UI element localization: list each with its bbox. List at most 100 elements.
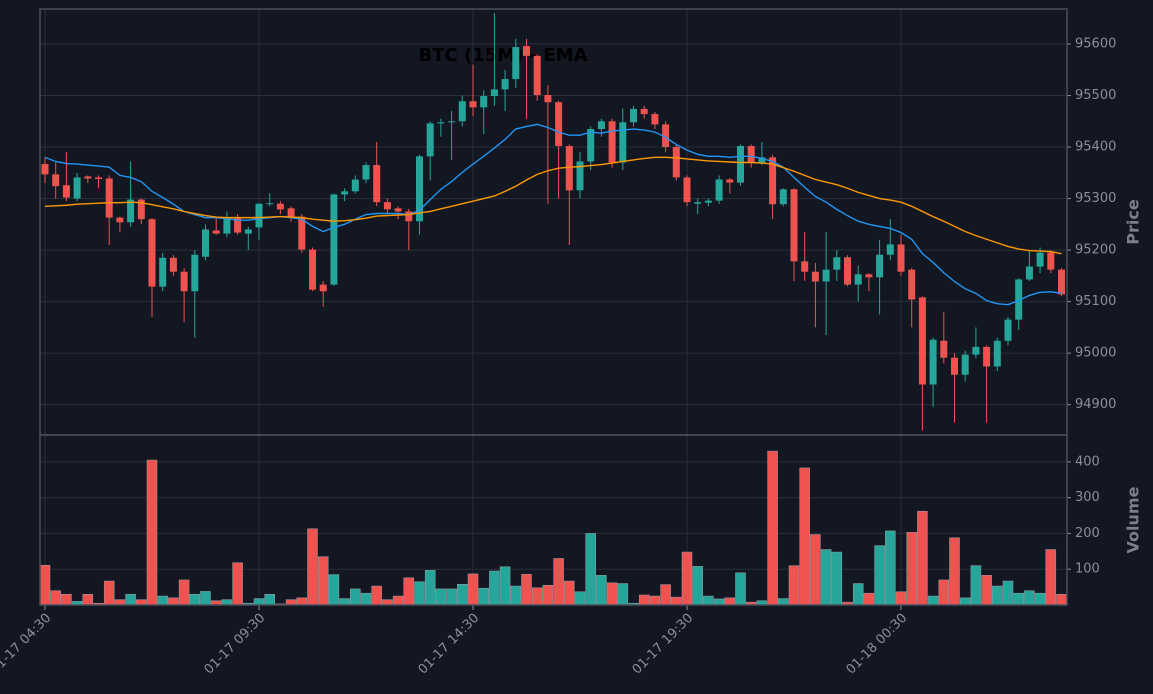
chart-title: BTC (15M) - EMA — [418, 45, 587, 66]
volume-bar — [917, 510, 928, 606]
volume-bar — [992, 585, 1003, 606]
volume-bar — [168, 597, 179, 606]
candle-body — [961, 354, 969, 375]
candle-body — [73, 177, 81, 199]
volume-bar — [114, 599, 126, 606]
candle-body — [234, 217, 242, 233]
volume-frame — [39, 434, 1068, 606]
volume-bar — [189, 594, 201, 606]
candle-body — [405, 211, 413, 222]
candle-body — [480, 96, 488, 108]
candle-body — [555, 102, 563, 147]
candle-body — [287, 208, 295, 217]
y-tick-label: 95600 — [1075, 37, 1116, 52]
candle-body — [983, 346, 991, 367]
volume-bar — [906, 532, 917, 606]
candle-body — [137, 199, 145, 220]
candle-body — [1025, 266, 1033, 280]
volume-bar — [521, 573, 532, 606]
candle-body — [437, 122, 445, 124]
volume-bar — [970, 565, 982, 606]
candle-body — [651, 114, 659, 125]
volume-bar — [350, 588, 361, 606]
candle-body — [212, 230, 220, 234]
candle-body — [373, 165, 381, 203]
candle-body — [330, 194, 338, 285]
candle-body — [790, 189, 798, 262]
candle-body — [929, 339, 937, 385]
volume-bar — [852, 583, 864, 606]
candle-body — [341, 191, 349, 195]
candle-body — [747, 146, 755, 163]
candle-body — [908, 269, 916, 300]
y-tick-label: 100 — [1075, 562, 1100, 577]
volume-bar — [981, 575, 992, 606]
candle-body — [833, 257, 841, 270]
volume-bar — [810, 534, 821, 606]
candle-body — [533, 55, 541, 96]
candle-body — [1036, 252, 1044, 267]
candle-body — [298, 216, 306, 250]
candle-body — [662, 124, 670, 148]
candle-body — [490, 89, 498, 97]
y-axis-label: Volume — [1124, 486, 1143, 553]
volume-bar — [724, 597, 736, 606]
volume-bar — [499, 566, 511, 606]
volume-bar — [61, 594, 72, 606]
volume-bar — [692, 566, 703, 606]
volume-bar — [382, 599, 393, 606]
candle-body — [362, 165, 370, 180]
volume-bar — [446, 588, 457, 606]
volume-bar — [339, 598, 350, 606]
volume-bar — [1045, 549, 1057, 606]
volume-bar — [424, 570, 436, 606]
y-tick-label: 200 — [1075, 526, 1100, 541]
volume-bar — [285, 599, 297, 606]
volume-bar — [799, 467, 810, 606]
candle-body — [544, 95, 552, 103]
candle-body — [608, 121, 616, 163]
volume-bar — [660, 584, 671, 606]
y-tick-label: 400 — [1075, 454, 1100, 469]
ema-line — [44, 156, 1062, 255]
candle-body — [458, 101, 466, 122]
candle-body — [223, 219, 231, 234]
volume-bar — [178, 579, 190, 606]
volume-bar — [467, 573, 479, 606]
candle-body — [276, 203, 284, 210]
candle-body — [704, 200, 712, 203]
volume-bar — [778, 598, 789, 606]
y-tick-label: 95400 — [1075, 140, 1116, 155]
candle-body — [105, 178, 113, 218]
volume-bar — [221, 599, 233, 606]
candle-body — [854, 274, 862, 285]
y-tick-label: 95300 — [1075, 191, 1116, 206]
volume-bar — [959, 597, 971, 606]
candle-body — [597, 121, 605, 130]
candle-body — [769, 157, 777, 205]
volume-bar — [1034, 592, 1046, 606]
candle-body — [737, 146, 744, 183]
candle-body — [84, 176, 92, 179]
candle-body — [426, 123, 434, 157]
candle-body — [801, 261, 809, 272]
candle-body — [587, 129, 595, 162]
volume-bar — [457, 583, 468, 606]
volume-bar — [146, 459, 158, 606]
candle-body — [822, 269, 830, 282]
candle-body — [180, 271, 188, 292]
candle-body — [41, 164, 49, 175]
candle-body — [630, 108, 637, 123]
candle-body — [811, 271, 819, 282]
candle-body — [159, 257, 167, 287]
volume-bar — [638, 594, 650, 606]
candle-body — [993, 340, 1001, 367]
volume-bar — [125, 594, 136, 606]
volume-bar — [820, 549, 832, 606]
candle-body — [394, 208, 402, 212]
candle-body — [672, 147, 680, 178]
volume-bar — [863, 592, 875, 606]
volume-bar — [317, 556, 329, 606]
